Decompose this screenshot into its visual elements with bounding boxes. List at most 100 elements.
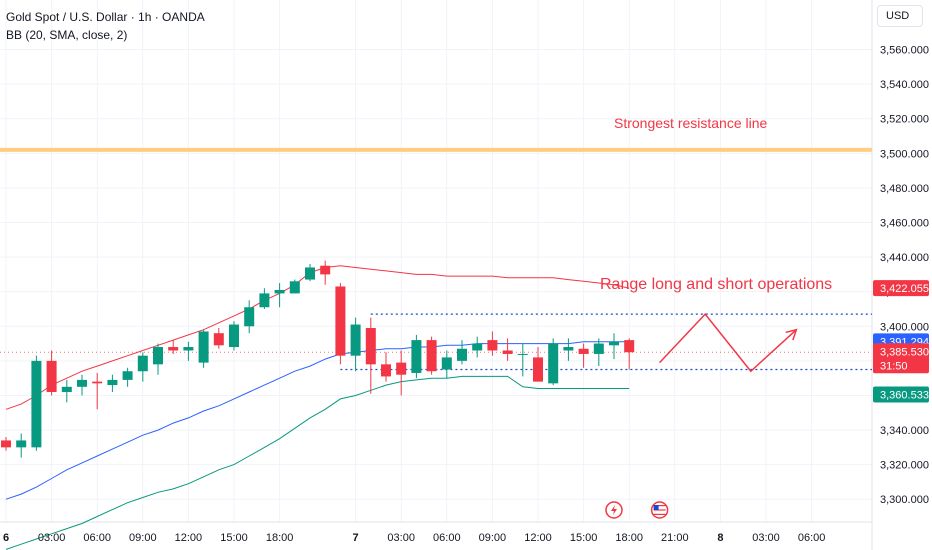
candle-body[interactable] xyxy=(533,357,543,382)
indicator-title[interactable]: BB (20, SMA, close, 2) xyxy=(6,28,128,42)
currency-button[interactable]: USD xyxy=(877,5,923,27)
time-tick-label: 03:00 xyxy=(387,532,415,544)
candle-body[interactable] xyxy=(578,348,589,354)
price-tick-label: 3,480.000 xyxy=(880,183,929,195)
candle-body[interactable] xyxy=(198,331,209,363)
resistance-line[interactable] xyxy=(0,147,872,152)
candle-body[interactable] xyxy=(289,281,300,294)
price-tick-label: 3,540.000 xyxy=(880,79,929,91)
countdown-tag: 31:50 xyxy=(880,360,908,372)
time-tick-label: 8 xyxy=(717,532,723,544)
price-tick-label: 3,340.000 xyxy=(880,425,929,437)
candle-body[interactable] xyxy=(548,343,559,384)
time-tick-label: 7 xyxy=(353,532,359,544)
flag-stripe xyxy=(653,507,666,509)
candle-body[interactable] xyxy=(259,293,270,308)
time-tick-label: 21:00 xyxy=(661,532,689,544)
time-tick-label: 15:00 xyxy=(220,532,248,544)
candle-body[interactable] xyxy=(472,343,483,351)
candle-body[interactable] xyxy=(502,350,513,354)
time-tick-label: 6 xyxy=(3,532,9,544)
flag-stripe xyxy=(653,509,666,511)
time-scale[interactable]: 6 03:00 06:00 09:00 12:00 15:00 18:00 7 03:00 06:… xyxy=(3,532,825,544)
time-tick-label: 06:00 xyxy=(433,532,461,544)
flag-stripe xyxy=(653,505,666,507)
last-price-tag: 3,385.530 xyxy=(880,346,929,358)
last-price-tag-bg xyxy=(873,343,929,374)
candle-body[interactable] xyxy=(517,353,528,355)
price-tick-label: 3,440.000 xyxy=(880,252,929,264)
candle-body[interactable] xyxy=(229,324,239,348)
candle-body[interactable] xyxy=(183,347,194,351)
price-tick-label: 3,520.000 xyxy=(880,114,929,126)
candle-body[interactable] xyxy=(46,360,57,392)
projection-path[interactable] xyxy=(659,313,797,373)
economic-event-icon[interactable] xyxy=(605,501,623,519)
flag-stripe xyxy=(653,513,666,515)
bb-upper-band xyxy=(5,265,630,410)
event-markers[interactable] xyxy=(605,501,669,519)
resistance-label[interactable]: Strongest resistance line xyxy=(614,115,768,131)
lightning-glyph xyxy=(611,505,617,515)
candle-body[interactable] xyxy=(153,347,163,365)
candle-body[interactable] xyxy=(457,348,467,361)
candle-body[interactable] xyxy=(305,267,315,280)
candle-body[interactable] xyxy=(244,307,255,327)
time-tick-label: 18:00 xyxy=(266,532,294,544)
candle-body[interactable] xyxy=(411,340,422,373)
bb-lower-band xyxy=(5,375,630,550)
time-tick-label: 18:00 xyxy=(615,532,643,544)
time-tick-label: 15:00 xyxy=(570,532,598,544)
candle-body[interactable] xyxy=(609,341,619,346)
candles xyxy=(1,260,635,458)
upper-band-tag: 3,422.055 xyxy=(880,283,929,295)
candle-body[interactable] xyxy=(381,364,391,377)
time-tick-label: 12:00 xyxy=(175,532,203,544)
candle-body[interactable] xyxy=(320,265,331,275)
candle-body[interactable] xyxy=(122,371,133,380)
bollinger-bands xyxy=(5,265,630,550)
time-tick-label: 12:00 xyxy=(524,532,552,544)
projection-arrowhead xyxy=(785,328,798,341)
time-tick-label: 09:00 xyxy=(479,532,507,544)
price-tick-label: 3,400.000 xyxy=(880,321,929,333)
candle-body[interactable] xyxy=(77,379,87,387)
candle-body[interactable] xyxy=(593,343,604,354)
time-tick-label: 06:00 xyxy=(83,532,111,544)
candle-body[interactable] xyxy=(350,324,361,356)
candle-body[interactable] xyxy=(16,440,27,448)
candle-body[interactable] xyxy=(1,440,11,448)
candle-body[interactable] xyxy=(168,347,179,351)
flag-canton xyxy=(653,505,659,510)
candle-body[interactable] xyxy=(92,381,103,384)
candle-body[interactable] xyxy=(335,286,346,356)
candle-body[interactable] xyxy=(107,379,118,386)
price-tick-label: 3,500.000 xyxy=(880,148,929,160)
chart-legend[interactable]: Gold Spot / U.S. Dollar · 1h · OANDA BB … xyxy=(6,8,205,44)
candle-body[interactable] xyxy=(441,357,452,370)
projection-drawing[interactable] xyxy=(659,313,798,373)
candle-body[interactable] xyxy=(61,386,72,392)
candle-body[interactable] xyxy=(274,289,285,294)
overlay-lines xyxy=(0,147,872,371)
bb-basis-line xyxy=(5,341,630,500)
price-scale[interactable]: 3,560.000 3,540.000 3,520.000 3,500.000 3,48… xyxy=(880,45,929,507)
flag-stripe xyxy=(653,511,666,513)
candle-body[interactable] xyxy=(426,340,437,372)
grid xyxy=(0,0,872,522)
candle-body[interactable] xyxy=(365,328,376,365)
symbol-title[interactable]: Gold Spot / U.S. Dollar · 1h · OANDA xyxy=(6,10,205,24)
candle-body[interactable] xyxy=(31,360,42,448)
candle-body[interactable] xyxy=(563,347,574,351)
candle-body[interactable] xyxy=(396,362,407,375)
time-tick-label: 03:00 xyxy=(38,532,66,544)
us-flag-icon[interactable] xyxy=(650,501,669,519)
candle-body[interactable] xyxy=(487,340,498,351)
candle-body[interactable] xyxy=(213,333,224,346)
range-label[interactable]: Range long and short operations xyxy=(600,276,833,293)
price-tick-label: 3,320.000 xyxy=(880,460,929,472)
candle-body[interactable] xyxy=(624,340,635,353)
time-tick-label: 06:00 xyxy=(798,532,826,544)
candle-body[interactable] xyxy=(137,355,148,372)
